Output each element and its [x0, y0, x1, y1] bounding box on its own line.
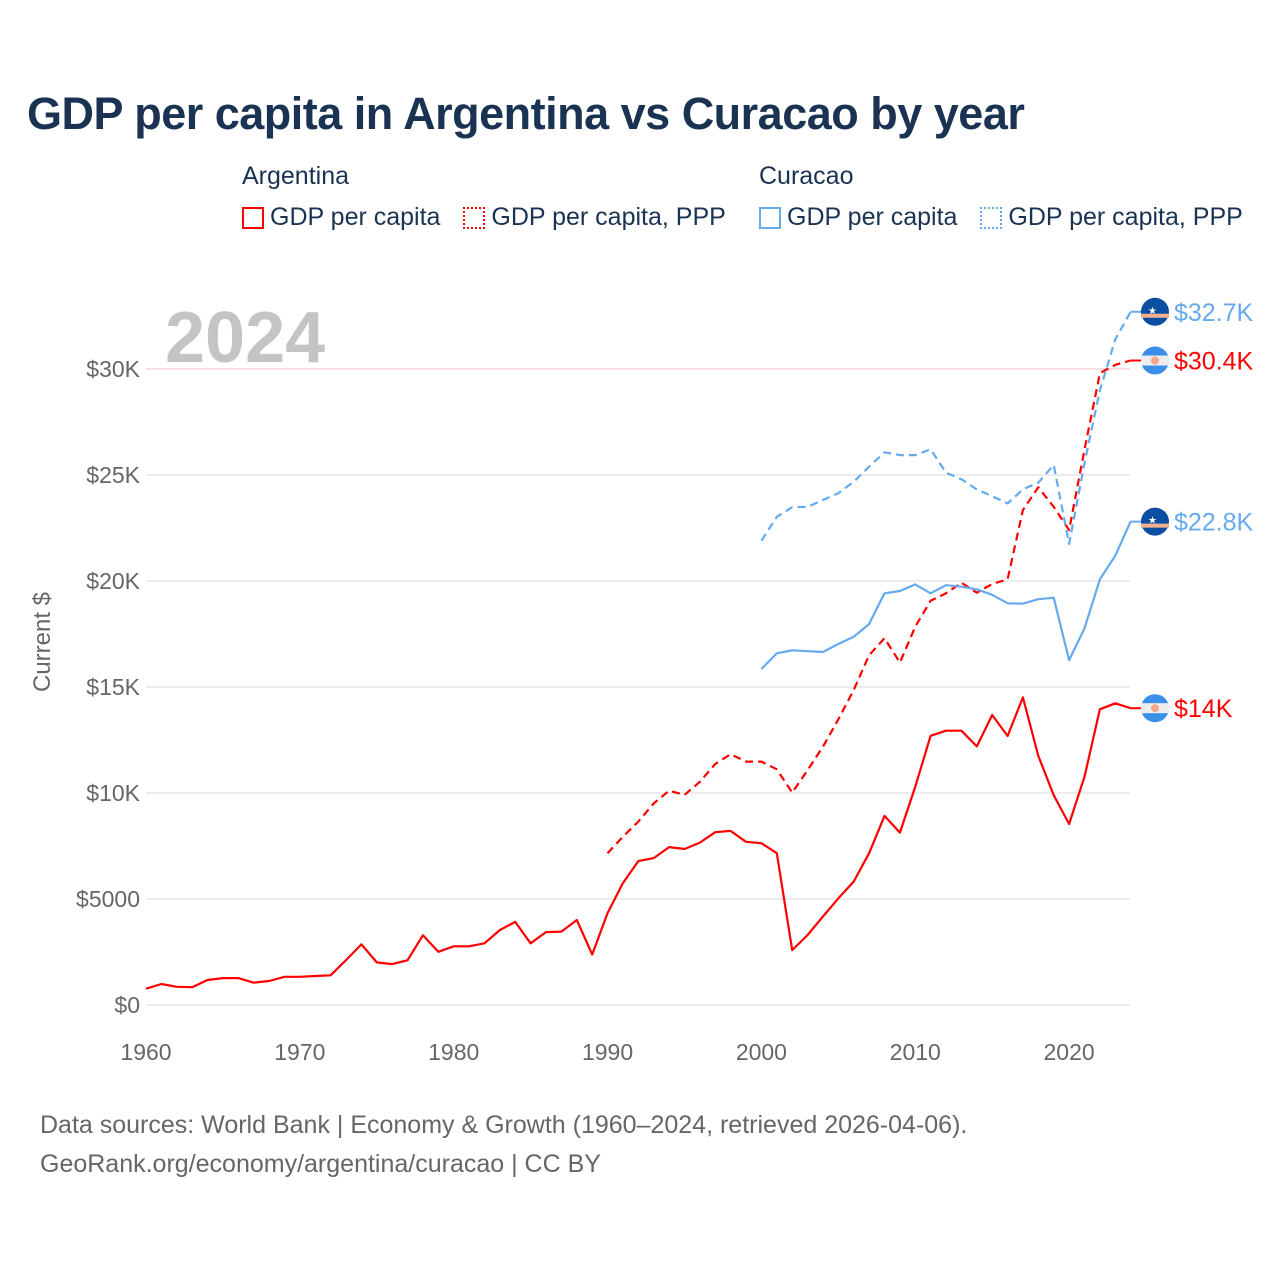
attribution-link[interactable]: GeoRank.org/economy/argentina/curacao | … — [40, 1150, 601, 1178]
legend-group-title: Argentina — [242, 162, 350, 190]
flag-star: ★ — [1148, 306, 1157, 317]
x-tick-label: 1970 — [274, 1039, 325, 1065]
legend-group-title: Curacao — [759, 162, 854, 190]
source-text: Data sources: World Bank | Economy & Gro… — [40, 1111, 968, 1139]
flag-stripe — [1141, 523, 1169, 528]
footer: Data sources: World Bank | Economy & Gro… — [40, 1106, 967, 1184]
y-tick-label: $15K — [86, 674, 140, 700]
legend-item-curacao-gdp[interactable]: GDP per capita — [759, 203, 957, 232]
flag-sun — [1151, 704, 1159, 713]
legend-swatch-solid — [242, 206, 264, 229]
y-tick-label: $30K — [86, 356, 140, 382]
end-value-label: $30.4K — [1174, 348, 1254, 376]
legend-group-argentina: Argentina GDP per capita GDP per capita,… — [242, 162, 742, 236]
curacao-flag-icon: ★ — [1141, 507, 1169, 536]
end-value-label: $14K — [1174, 695, 1233, 723]
y-axis-label: Current $ — [29, 592, 56, 692]
curacao-flag-icon: ★ — [1141, 297, 1169, 326]
year-watermark: 2024 — [165, 298, 325, 378]
legend-item-argentina-gdp[interactable]: GDP per capita — [242, 203, 440, 232]
legend-item-argentina-ppp[interactable]: GDP per capita, PPP — [463, 203, 726, 232]
legend-swatch-solid — [759, 206, 781, 229]
chart-title: GDP per capita in Argentina vs Curacao b… — [27, 88, 1025, 139]
series-line-argentina-gdp-per-capita — [145, 696, 1131, 990]
y-tick-label: $0 — [114, 992, 140, 1018]
legend-group-curacao: Curacao GDP per capita GDP per capita, P… — [759, 162, 1243, 236]
flag-sun — [1151, 356, 1159, 365]
y-tick-label: $5000 — [76, 886, 140, 912]
legend-label: GDP per capita — [787, 203, 958, 231]
series-line-curacao-gdp-per-capita — [760, 521, 1132, 670]
flag-bg — [1141, 297, 1169, 326]
end-value-label: $22.8K — [1174, 509, 1254, 537]
flag-stripe — [1141, 313, 1169, 318]
x-tick-label: 1960 — [120, 1039, 171, 1065]
argentina-flag-icon — [1141, 694, 1169, 723]
x-tick-label: 1980 — [428, 1039, 479, 1065]
y-tick-label: $10K — [86, 780, 140, 806]
argentina-flag-icon — [1141, 346, 1169, 375]
legend-item-curacao-ppp[interactable]: GDP per capita, PPP — [980, 203, 1243, 232]
x-tick-label: 2020 — [1044, 1039, 1095, 1065]
flag-bg — [1141, 507, 1169, 536]
series-line-argentina-gdp-per-capita-ppp — [606, 359, 1131, 854]
legend-label: GDP per capita, PPP — [1008, 203, 1243, 231]
end-value-label: $32.7K — [1174, 299, 1254, 327]
flag-star: ★ — [1148, 516, 1157, 527]
legend-label: GDP per capita — [270, 203, 441, 231]
x-tick-label: 2000 — [736, 1039, 787, 1065]
x-tick-label: 2010 — [890, 1039, 941, 1065]
legend-swatch-dotted — [463, 206, 486, 229]
y-tick-label: $20K — [86, 568, 140, 594]
series-line-curacao-gdp-per-capita-ppp — [760, 311, 1132, 546]
legend-label: GDP per capita, PPP — [491, 203, 726, 231]
y-tick-label: $25K — [86, 462, 140, 488]
legend-swatch-dotted — [980, 206, 1003, 229]
x-tick-label: 1990 — [582, 1039, 633, 1065]
